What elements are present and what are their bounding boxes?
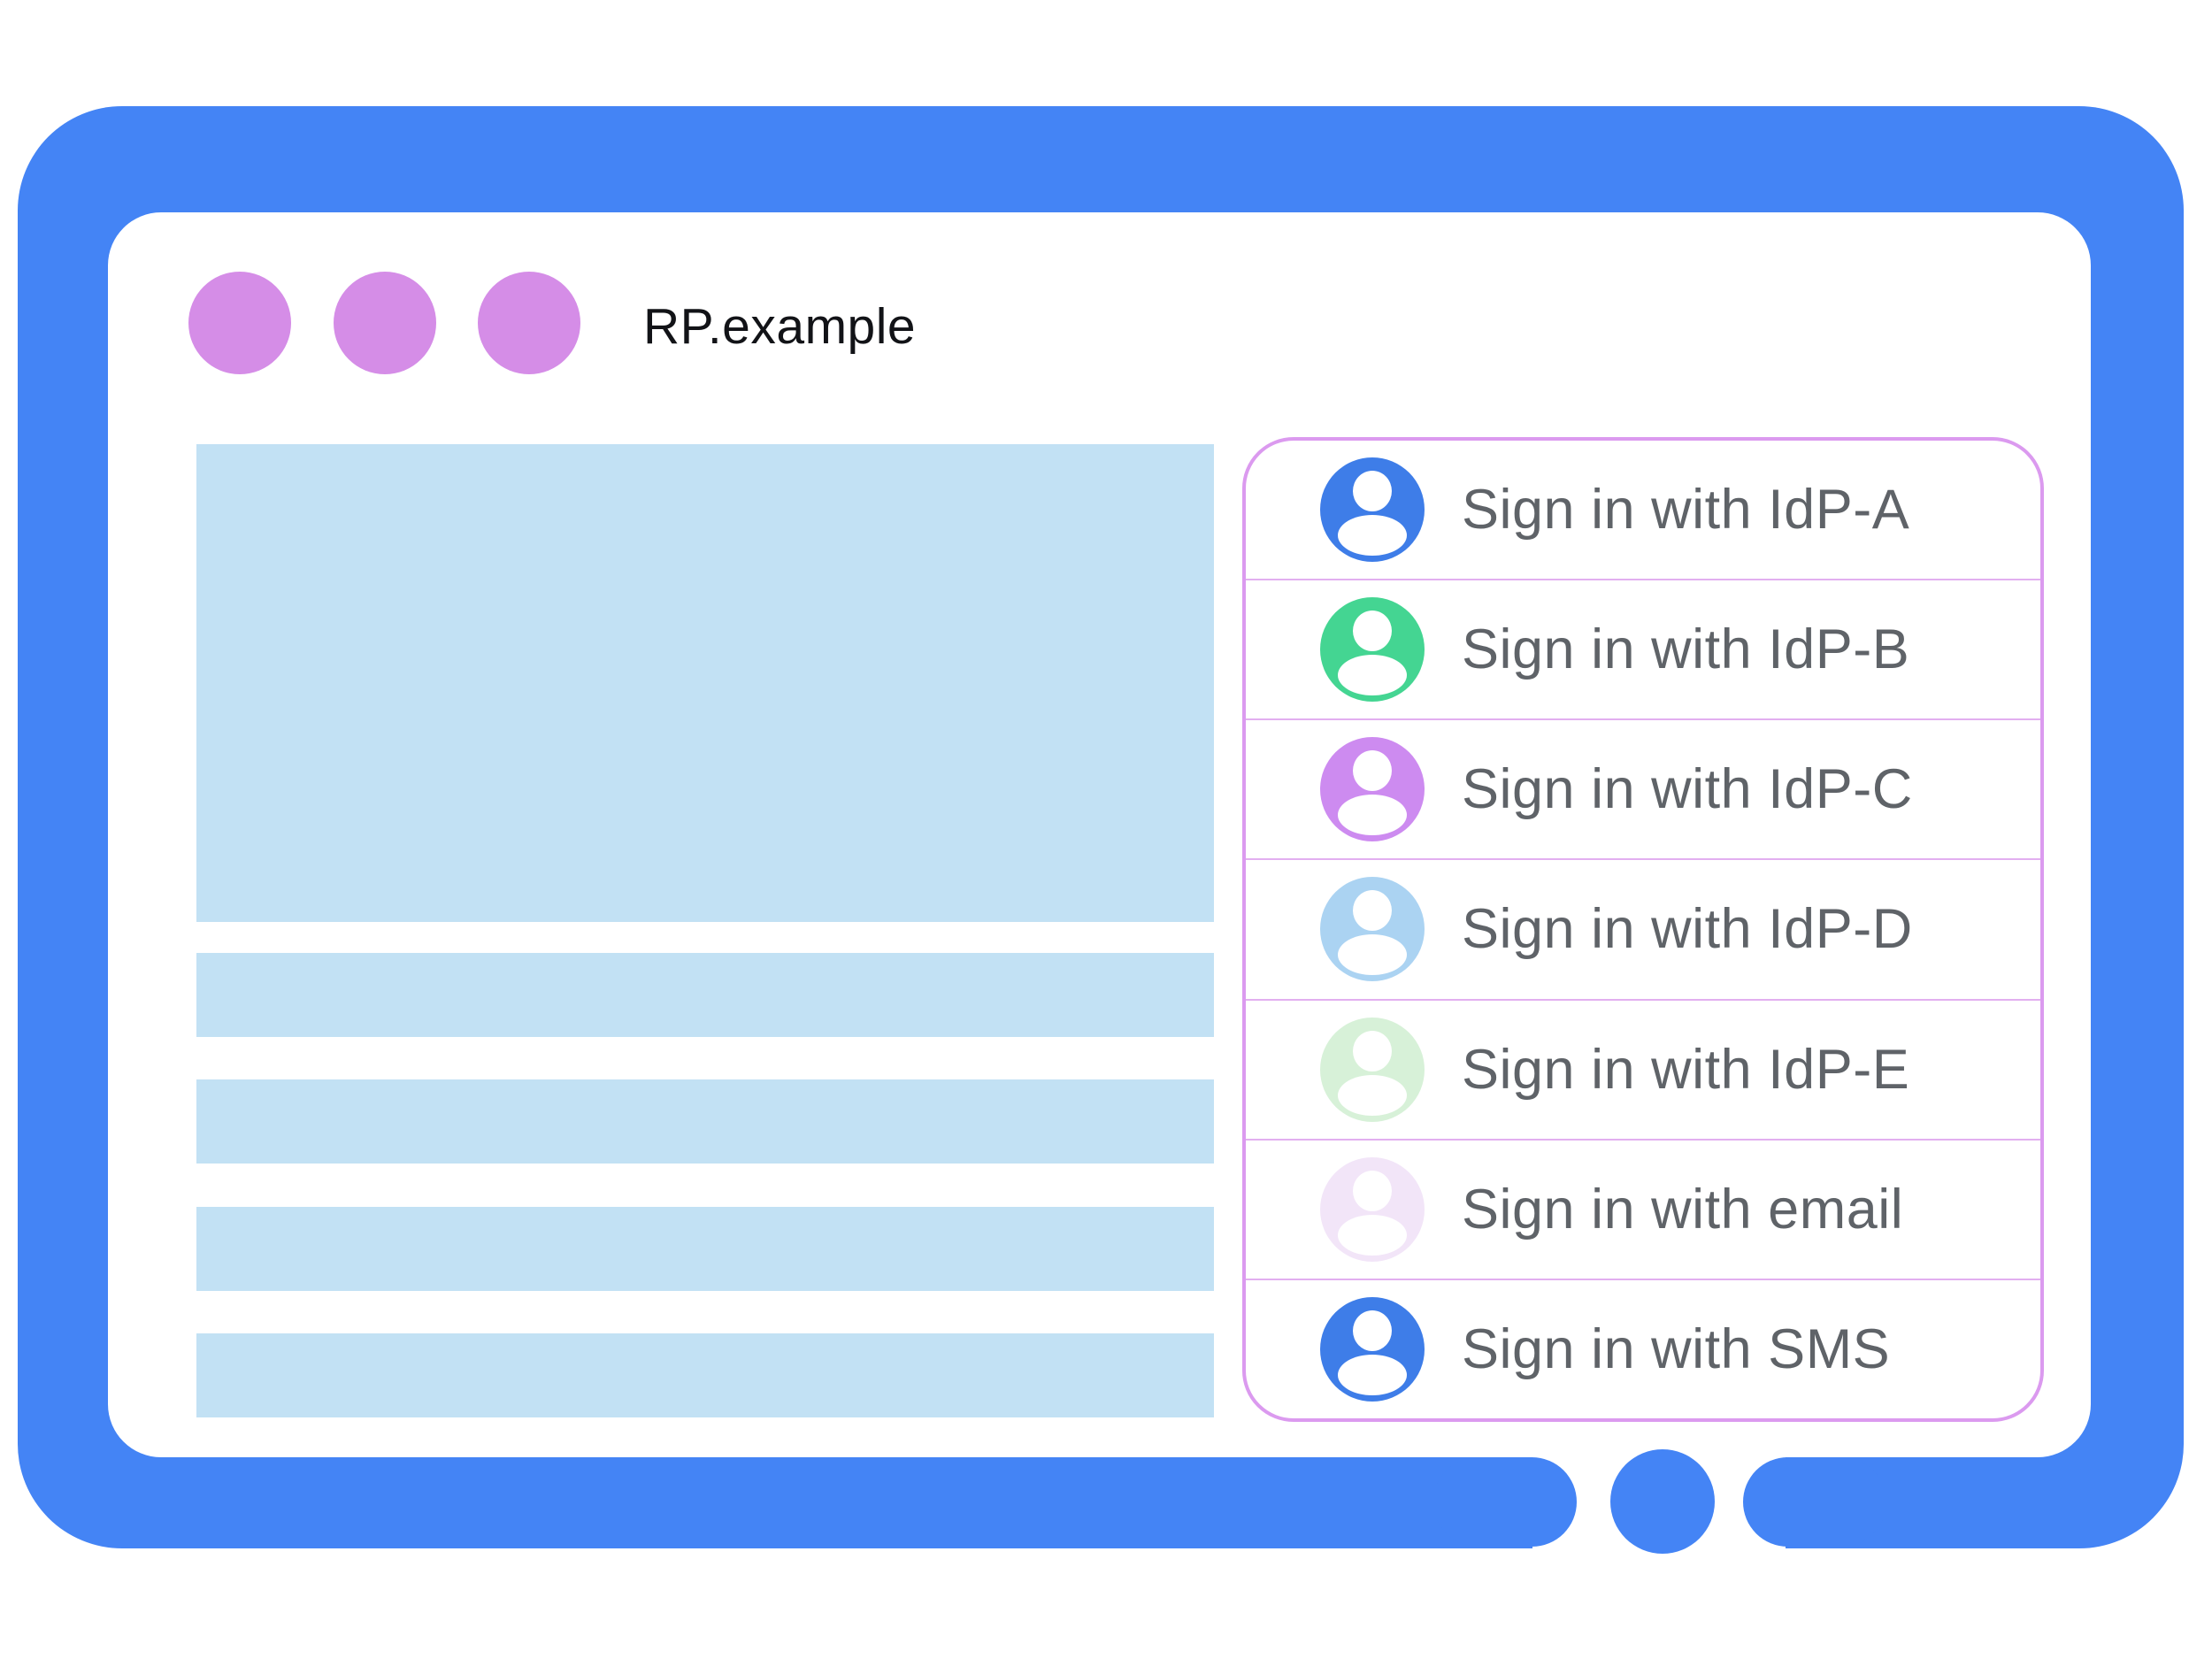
window-control-dot-icon[interactable]	[334, 272, 436, 374]
hero-content-placeholder	[196, 444, 1214, 922]
signin-option[interactable]: Sign in with IdP-D	[1246, 858, 2040, 998]
window-control-dot-icon[interactable]	[188, 272, 291, 374]
avatar-head	[1353, 890, 1392, 932]
signin-option[interactable]: Sign in with IdP-B	[1246, 579, 2040, 718]
signin-label: Sign in with email	[1462, 1178, 1904, 1240]
signin-chooser-panel: Sign in with IdP-A Sign in with IdP-B Si…	[1242, 437, 2044, 1422]
avatar-head	[1353, 1030, 1392, 1071]
page-title: RP.example	[643, 298, 917, 355]
user-avatar-icon	[1320, 877, 1425, 982]
avatar-body	[1338, 795, 1407, 836]
user-avatar-icon	[1320, 1296, 1425, 1402]
user-avatar-icon	[1320, 457, 1425, 563]
avatar-body	[1338, 1214, 1407, 1256]
content-bar-placeholder	[196, 1207, 1214, 1291]
content-bar-placeholder	[196, 1333, 1214, 1417]
content-bar-placeholder	[196, 953, 1214, 1037]
home-button[interactable]	[1610, 1449, 1715, 1554]
avatar-body	[1338, 515, 1407, 557]
avatar-head	[1353, 471, 1392, 512]
avatar-head	[1353, 611, 1392, 652]
avatar-head	[1353, 1310, 1392, 1351]
signin-label: Sign in with IdP-D	[1462, 898, 1913, 961]
signin-option[interactable]: Sign in with IdP-E	[1246, 998, 2040, 1139]
signin-label: Sign in with IdP-E	[1462, 1038, 1910, 1101]
avatar-body	[1338, 655, 1407, 696]
signin-label: Sign in with IdP-A	[1462, 479, 1910, 541]
user-avatar-icon	[1320, 1017, 1425, 1122]
user-avatar-icon	[1320, 737, 1425, 842]
signin-label: Sign in with SMS	[1462, 1317, 1891, 1380]
window-control-dot-icon[interactable]	[478, 272, 580, 374]
bottom-band-left-cap	[1433, 1457, 1577, 1547]
avatar-head	[1353, 750, 1392, 792]
avatar-body	[1338, 1074, 1407, 1116]
signin-option[interactable]: Sign in with SMS	[1246, 1278, 2040, 1418]
avatar-head	[1353, 1170, 1392, 1211]
signin-option[interactable]: Sign in with email	[1246, 1138, 2040, 1279]
signin-label: Sign in with IdP-B	[1462, 618, 1910, 681]
signin-label: Sign in with IdP-C	[1462, 758, 1913, 821]
bottom-band-right-cap	[1743, 1457, 1886, 1547]
avatar-body	[1338, 1354, 1407, 1395]
user-avatar-icon	[1320, 1156, 1425, 1262]
signin-option[interactable]: Sign in with IdP-C	[1246, 718, 2040, 858]
user-avatar-icon	[1320, 597, 1425, 703]
avatar-body	[1338, 934, 1407, 976]
content-bar-placeholder	[196, 1079, 1214, 1164]
signin-option[interactable]: Sign in with IdP-A	[1246, 441, 2040, 579]
